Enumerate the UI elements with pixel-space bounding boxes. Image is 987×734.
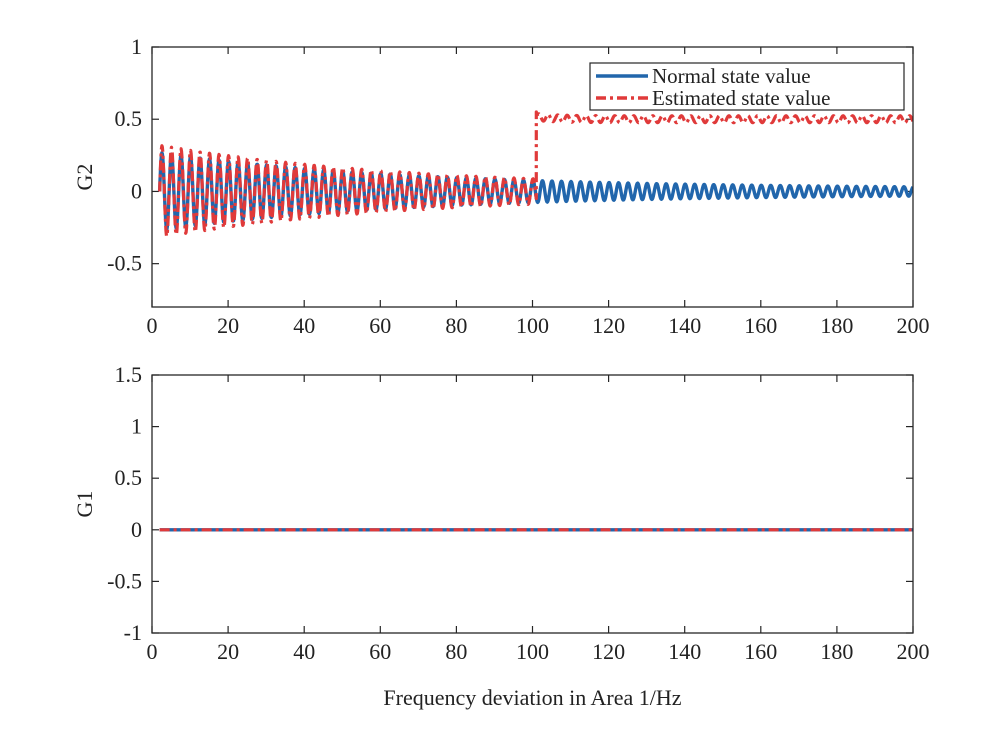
x-tick-label: 160 bbox=[744, 313, 777, 338]
x-tick-label: 180 bbox=[820, 313, 853, 338]
x-tick-label: 200 bbox=[897, 639, 930, 664]
y-tick-label: -0.5 bbox=[107, 568, 142, 593]
y-tick-label: 0.5 bbox=[115, 106, 143, 131]
x-tick-label: 200 bbox=[897, 313, 930, 338]
x-tick-label: 20 bbox=[217, 313, 239, 338]
top-series bbox=[157, 110, 913, 238]
x-tick-label: 120 bbox=[592, 639, 625, 664]
top-legend: Normal state value Estimated state value bbox=[589, 62, 905, 111]
x-tick-label: 120 bbox=[592, 313, 625, 338]
x-tick-label: 60 bbox=[369, 639, 391, 664]
legend-box bbox=[589, 62, 905, 111]
x-tick-label: 0 bbox=[147, 313, 158, 338]
x-tick-label: 80 bbox=[445, 313, 467, 338]
series-line-estimated bbox=[158, 110, 913, 238]
bottom-tick-labels: 0 20 40 60 80 100 120 140 160 180 200 -1 -0.5 0 0.5 1 1.… bbox=[107, 362, 929, 664]
legend-label-normal: Normal state value bbox=[652, 64, 811, 88]
y-tick-label: -1 bbox=[124, 620, 142, 645]
x-tick-label: 0 bbox=[147, 639, 158, 664]
x-tick-label: 140 bbox=[668, 313, 701, 338]
y-tick-label: 0 bbox=[131, 517, 142, 542]
y-tick-label: -0.5 bbox=[107, 251, 142, 276]
legend-label-estimated: Estimated state value bbox=[652, 86, 830, 110]
top-axes-frame bbox=[151, 46, 914, 308]
x-tick-label: 80 bbox=[445, 639, 467, 664]
bottom-y-axis-label: G1 bbox=[72, 491, 97, 518]
x-tick-label: 180 bbox=[820, 639, 853, 664]
x-tick-label: 160 bbox=[744, 639, 777, 664]
bottom-x-axis-label: Frequency deviation in Area 1/Hz bbox=[383, 685, 681, 710]
x-tick-label: 100 bbox=[516, 313, 549, 338]
x-tick-label: 20 bbox=[217, 639, 239, 664]
y-tick-label: 1 bbox=[131, 34, 142, 59]
y-tick-label: 0 bbox=[131, 178, 142, 203]
bottom-axes-frame bbox=[151, 374, 914, 634]
top-y-axis-label: G2 bbox=[72, 164, 97, 191]
top-subplot: 0 20 40 60 80 100 120 140 160 180 200-0.500.51 G2 … bbox=[72, 34, 930, 338]
y-tick-label: 1.5 bbox=[115, 362, 143, 387]
y-tick-label: 1 bbox=[131, 414, 142, 439]
y-tick-label: 0.5 bbox=[115, 465, 143, 490]
x-tick-label: 100 bbox=[516, 639, 549, 664]
x-tick-label: 40 bbox=[293, 639, 315, 664]
x-tick-label: 140 bbox=[668, 639, 701, 664]
x-tick-label: 60 bbox=[369, 313, 391, 338]
x-tick-label: 40 bbox=[293, 313, 315, 338]
bottom-subplot: 0 20 40 60 80 100 120 140 160 180 200 -1 -0.5 0 0.5 1 1.… bbox=[72, 362, 930, 710]
top-tick-labels: 0 20 40 60 80 100 120 140 160 180 200 -0.5 0 0.5 1 bbox=[107, 34, 929, 338]
